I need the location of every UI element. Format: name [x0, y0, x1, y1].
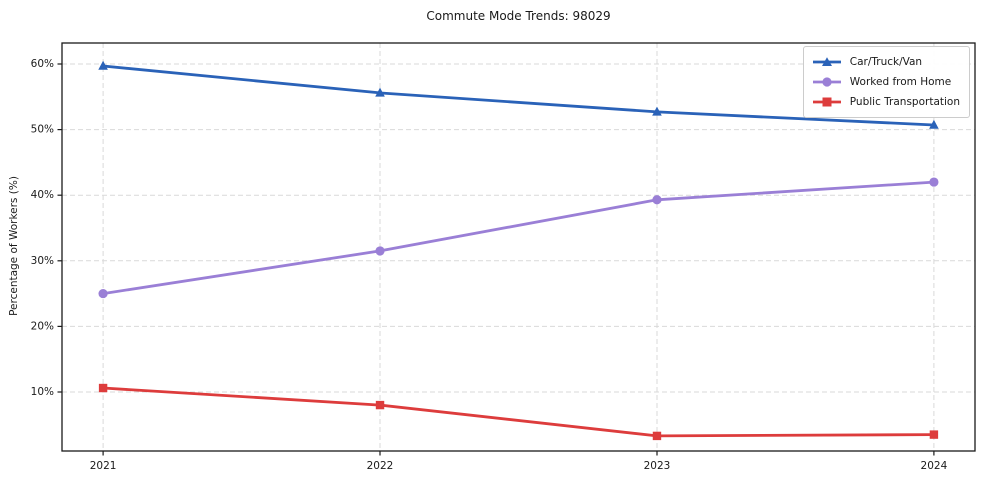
y-tick-label: 30%	[31, 255, 54, 267]
x-tick-label: 2021	[90, 460, 117, 472]
series-line-worked-from-home	[101, 180, 936, 296]
data-point-worked-from-home	[375, 246, 385, 256]
square-marker-icon	[812, 97, 841, 107]
axes-spines	[61, 42, 976, 452]
x-tick-label: 2022	[367, 460, 394, 472]
data-point-worked-from-home	[652, 195, 662, 205]
legend-label: Public Transportation	[849, 96, 960, 108]
circle-marker-icon	[812, 77, 841, 87]
legend-item: Car/Truck/Van	[811, 52, 960, 72]
legend-item: Public Transportation	[811, 92, 960, 112]
y-tick-label: 40%	[31, 189, 54, 201]
data-point-public-transportation	[652, 431, 662, 441]
data-point-worked-from-home	[98, 288, 108, 299]
data-point-public-transportation	[929, 430, 939, 439]
y-tick-label: 60%	[31, 58, 54, 70]
x-tick-label: 2023	[644, 460, 671, 472]
legend-label: Worked from Home	[849, 76, 952, 88]
y-tick-label: 50%	[31, 124, 54, 136]
series-line-public-transportation	[101, 386, 936, 438]
chart-title: Commute Mode Trends: 98029	[426, 9, 611, 23]
data-point-car-truck-van	[375, 87, 385, 97]
legend-item: Worked from Home	[811, 72, 960, 92]
series-line-car-truck-van	[101, 64, 936, 127]
data-point-car-truck-van	[652, 106, 662, 116]
y-tick-label: 10%	[31, 386, 54, 398]
data-point-car-truck-van	[929, 119, 939, 129]
x-tick-label: 2024	[921, 460, 948, 472]
data-point-car-truck-van	[98, 60, 108, 70]
data-point-public-transportation	[375, 400, 385, 410]
y-tick-label: 20%	[31, 320, 54, 332]
data-point-public-transportation	[98, 383, 108, 393]
triangle-marker-icon	[812, 57, 841, 66]
data-point-worked-from-home	[929, 177, 939, 187]
legend: Car/Truck/Van Worked from Home Public Tr…	[802, 46, 970, 118]
legend-label: Car/Truck/Van	[849, 56, 923, 68]
